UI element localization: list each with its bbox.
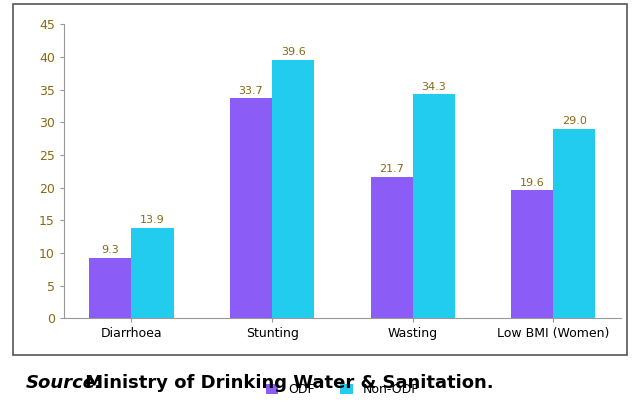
Bar xyxy=(90,257,131,318)
Text: 34.3: 34.3 xyxy=(421,82,446,92)
Bar xyxy=(371,177,413,318)
Legend: ODF, Non-ODF: ODF, Non-ODF xyxy=(262,379,422,400)
Bar xyxy=(131,228,173,318)
Text: 13.9: 13.9 xyxy=(140,215,165,225)
Text: 9.3: 9.3 xyxy=(102,245,119,255)
Text: Source:: Source: xyxy=(26,374,103,392)
Text: 39.6: 39.6 xyxy=(281,47,305,57)
Text: 19.6: 19.6 xyxy=(520,177,545,188)
Bar xyxy=(272,60,314,318)
Text: 33.7: 33.7 xyxy=(239,86,264,95)
Bar xyxy=(511,190,554,318)
Text: 21.7: 21.7 xyxy=(379,164,404,174)
Text: 29.0: 29.0 xyxy=(562,116,587,126)
Bar xyxy=(230,98,272,318)
Bar xyxy=(413,94,455,318)
Bar xyxy=(554,129,595,318)
Text: Ministry of Drinking Water & Sanitation.: Ministry of Drinking Water & Sanitation. xyxy=(79,374,493,392)
